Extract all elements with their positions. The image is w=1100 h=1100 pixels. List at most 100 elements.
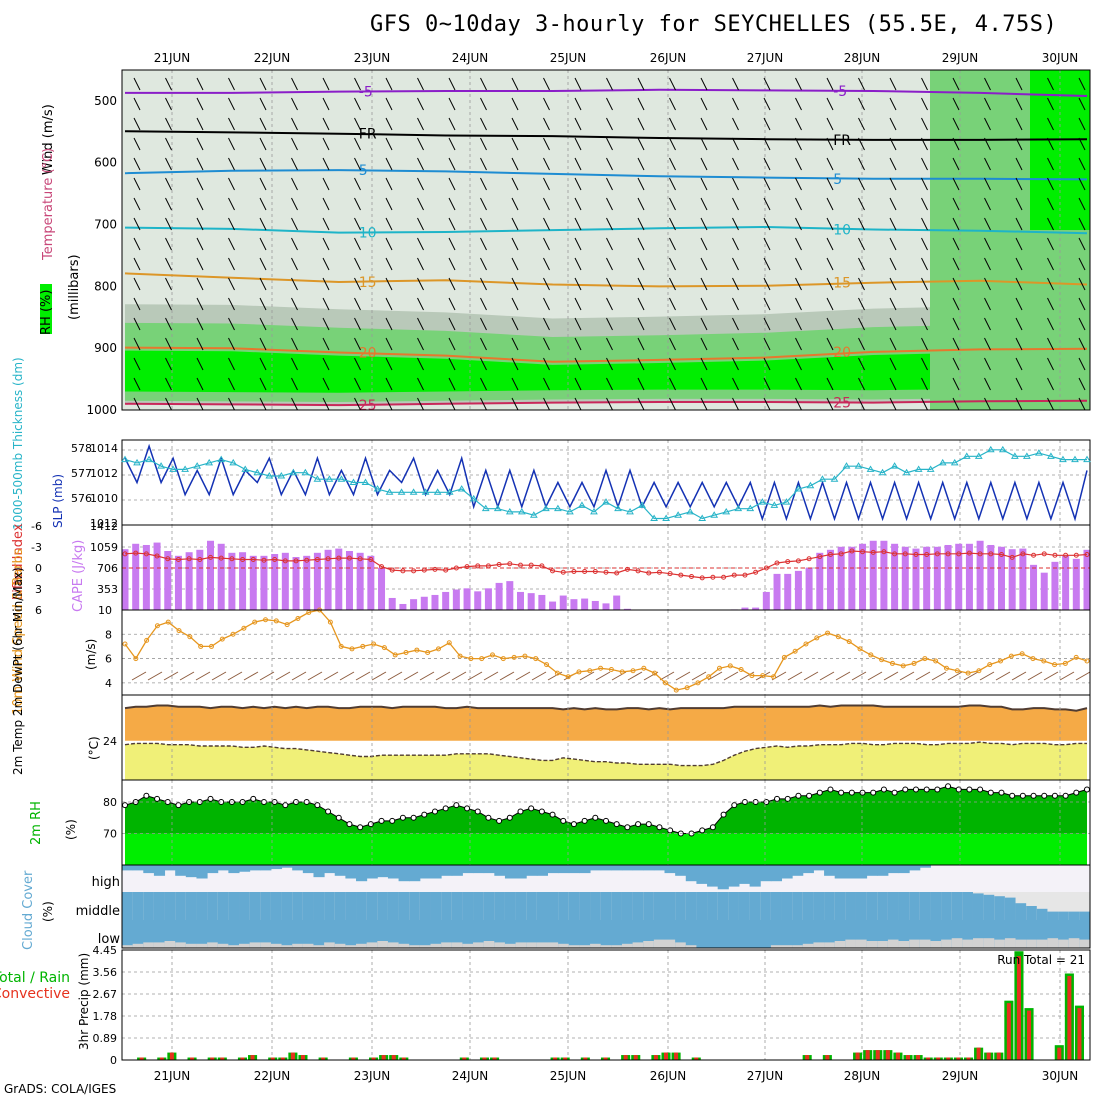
wind-barb bbox=[952, 77, 960, 91]
isotherm-label: -5 bbox=[833, 84, 847, 100]
cloud-middle-bar bbox=[207, 892, 219, 920]
cloud-high-bar bbox=[260, 865, 272, 871]
wind-barb bbox=[732, 277, 739, 291]
cloud-low-fill bbox=[430, 920, 442, 948]
precip-convective-bar bbox=[1016, 956, 1021, 1060]
wind-barb bbox=[606, 277, 613, 291]
surface-wind-barb bbox=[835, 671, 851, 681]
wind-barb bbox=[732, 117, 739, 131]
wind-barb bbox=[543, 157, 550, 171]
cloud-low-bar bbox=[579, 945, 591, 948]
wind-barb bbox=[700, 337, 708, 351]
wind-barb bbox=[606, 77, 613, 91]
upper-air-frame bbox=[121, 69, 1091, 411]
li-line bbox=[124, 550, 1088, 579]
cloud-low-label: low bbox=[98, 932, 121, 947]
wind-barb bbox=[952, 197, 960, 211]
isotherm-label: 10 bbox=[833, 222, 851, 238]
cape-bar bbox=[752, 607, 760, 610]
wind-speed-marker bbox=[414, 647, 420, 653]
thickness-marker bbox=[590, 507, 598, 515]
cloud-middle-bar bbox=[834, 892, 846, 920]
wind-barb bbox=[228, 317, 235, 331]
thickness-marker bbox=[818, 475, 827, 482]
cloud-middle-bar bbox=[324, 892, 336, 920]
precip-convective-bar bbox=[492, 1057, 497, 1060]
precip-convective-bar bbox=[906, 1055, 911, 1060]
thickness-line bbox=[124, 449, 1087, 520]
cloud-low-bar bbox=[664, 939, 676, 948]
wind-speed-marker bbox=[716, 665, 722, 671]
thickness-marker bbox=[866, 465, 875, 472]
wind-barb bbox=[480, 177, 487, 191]
wind-barb bbox=[511, 357, 519, 371]
wind-barb bbox=[322, 177, 330, 191]
rh-marker bbox=[549, 811, 556, 818]
cloud-low-bar bbox=[994, 939, 1006, 948]
cloud-high-bar bbox=[143, 865, 155, 874]
wind-speed-marker bbox=[857, 646, 863, 652]
precip-convective-bar bbox=[371, 1057, 376, 1060]
wind-barb bbox=[984, 117, 991, 131]
wind-barb bbox=[511, 137, 519, 151]
cloud-middle-bar bbox=[802, 892, 814, 920]
wind-barb bbox=[1015, 317, 1023, 331]
wind-speed-marker bbox=[598, 665, 604, 671]
wind-barb bbox=[385, 137, 393, 151]
cloud-low-bar bbox=[196, 943, 208, 948]
cloud-low-bar bbox=[792, 945, 804, 948]
rh-marker bbox=[250, 795, 257, 802]
cloud-low-fill bbox=[1004, 920, 1017, 948]
cape-bar bbox=[784, 573, 792, 610]
isotherm-label: 20 bbox=[359, 346, 377, 362]
wind-barb bbox=[889, 297, 897, 311]
wind-barb bbox=[1047, 97, 1054, 111]
cloud-low-bar bbox=[675, 942, 687, 948]
cloud-low-bar bbox=[600, 945, 612, 948]
wind-barb bbox=[732, 257, 739, 271]
cloud-middle-bar bbox=[696, 892, 708, 920]
cloud-high-bar bbox=[153, 865, 166, 876]
cloud-middle-bar bbox=[994, 896, 1006, 920]
wind-speed-marker bbox=[1084, 658, 1090, 664]
wind-barb bbox=[606, 377, 613, 391]
wind-barb bbox=[259, 357, 267, 371]
surface-wind-barb bbox=[435, 671, 451, 681]
wind-barb bbox=[606, 177, 613, 191]
wind-speed-marker bbox=[954, 668, 960, 674]
wind-barb bbox=[259, 257, 267, 271]
cloud-low-bar bbox=[281, 945, 293, 948]
surface-wind-barb bbox=[819, 671, 835, 681]
wind-barb bbox=[543, 257, 550, 271]
wind-speed-marker bbox=[943, 665, 949, 671]
precip-convective-bar bbox=[956, 1057, 961, 1060]
wind-barb bbox=[385, 177, 393, 191]
wind-barb bbox=[1047, 337, 1054, 351]
cloud-high-bar bbox=[675, 865, 687, 876]
surface-wind-barb bbox=[131, 671, 147, 681]
cloud-high-bar bbox=[919, 865, 931, 868]
wind-barb bbox=[291, 317, 298, 331]
wind-barb bbox=[322, 97, 330, 111]
cloud-middle-bar bbox=[217, 892, 229, 920]
li-marker bbox=[689, 574, 695, 579]
cloud-middle-bar bbox=[962, 892, 974, 920]
rh-marker bbox=[485, 814, 492, 821]
li-marker bbox=[966, 550, 972, 556]
wind-barb bbox=[858, 337, 865, 351]
wind-speed-marker bbox=[1062, 660, 1068, 666]
li-marker bbox=[795, 558, 801, 564]
surface-wind-barb bbox=[259, 671, 275, 681]
dewpoint-line bbox=[124, 741, 1087, 767]
cloud-low-fill bbox=[802, 920, 814, 948]
wind-barb bbox=[196, 357, 204, 371]
wind-barb bbox=[291, 157, 298, 171]
wind-barb bbox=[259, 237, 267, 251]
wind-speed-marker bbox=[1008, 653, 1014, 659]
rh-tick-label: 80 bbox=[103, 796, 117, 809]
li-marker bbox=[208, 554, 214, 560]
li-marker bbox=[186, 556, 192, 562]
cloud-low-fill bbox=[270, 920, 283, 948]
thickness-marker bbox=[614, 504, 622, 512]
cloud-high-bar bbox=[770, 865, 783, 882]
